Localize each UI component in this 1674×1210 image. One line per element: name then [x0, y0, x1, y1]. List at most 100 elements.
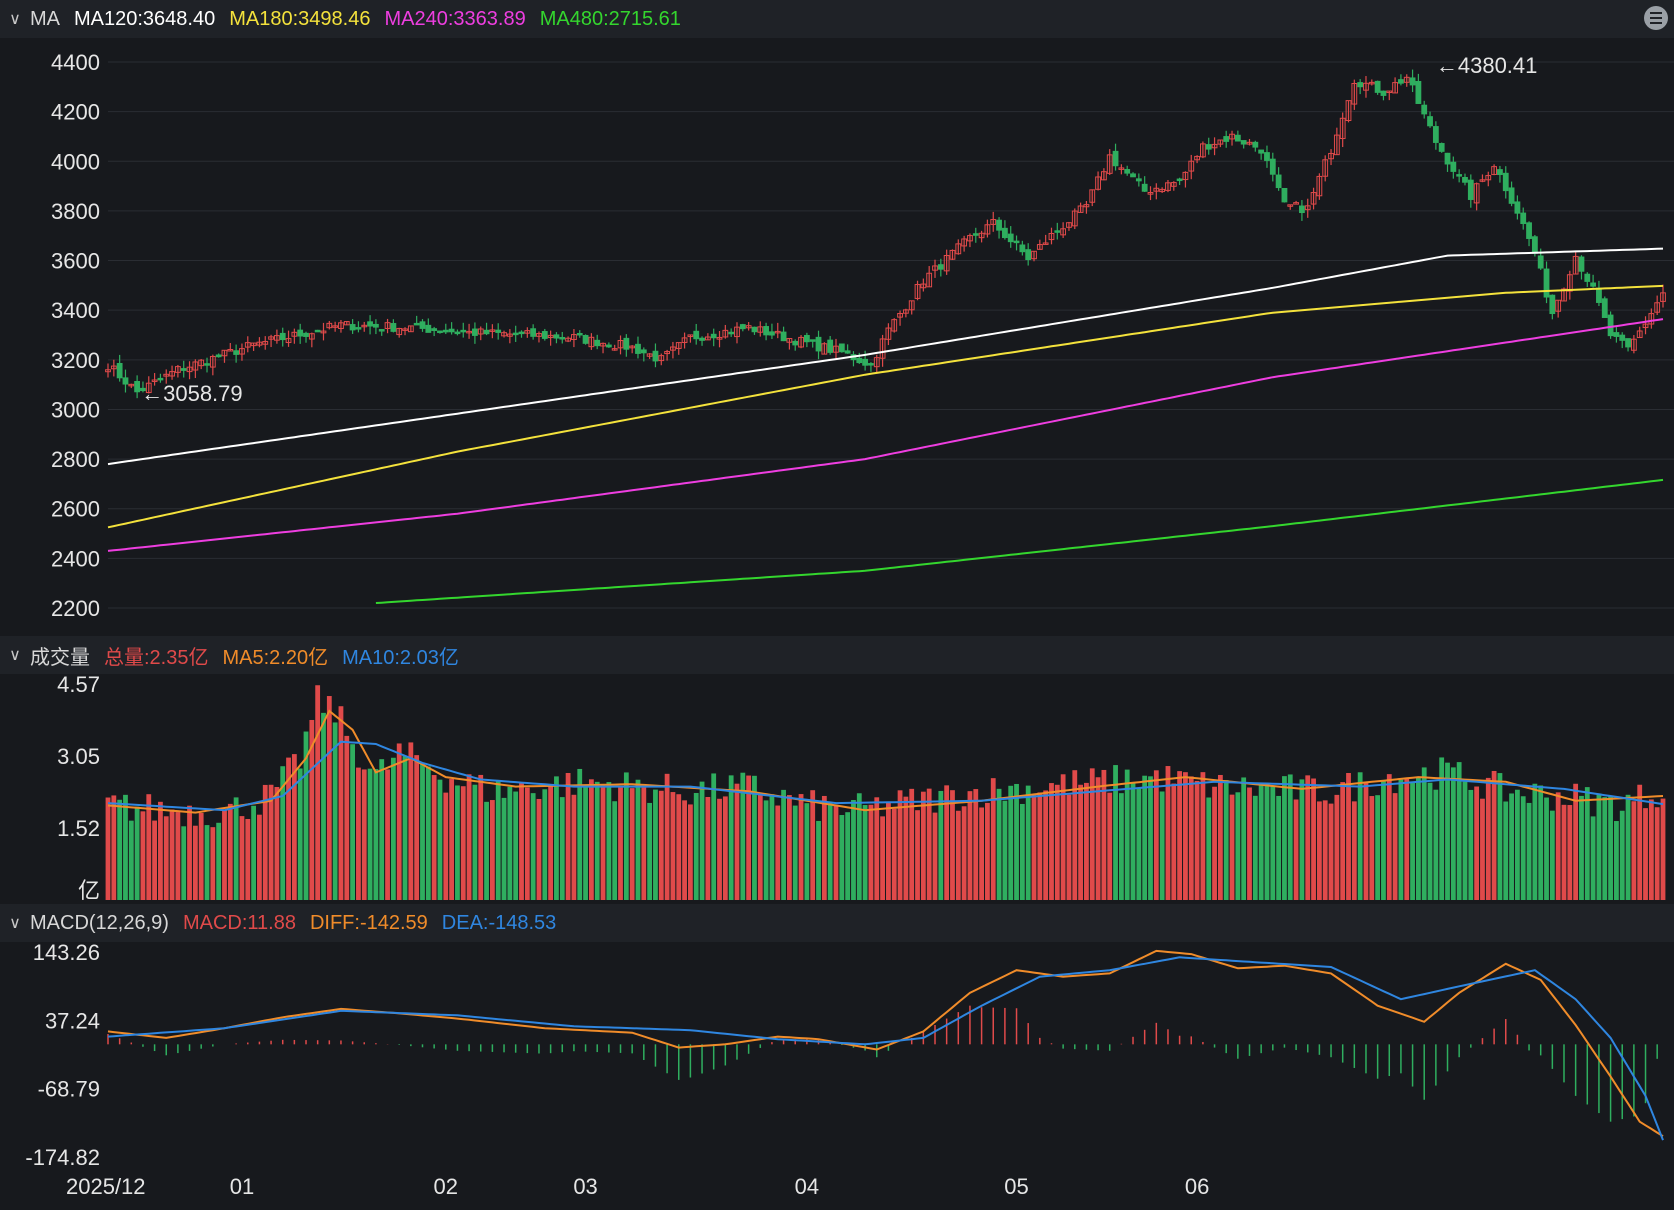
volume-bar: [851, 800, 856, 900]
candle-down: [116, 362, 123, 379]
candle-up: [571, 334, 577, 340]
macd-value-legend: MACD:11.88: [182, 911, 296, 934]
candle-up: [990, 219, 997, 225]
volume-bar: [839, 815, 845, 900]
volume-y-tick: 3.05: [57, 744, 100, 769]
candle-down: [1590, 282, 1597, 287]
macd-indicator-name[interactable]: MACD(12,26,9): [30, 911, 169, 934]
volume-bar: [1456, 762, 1462, 900]
volume-bar: [548, 785, 554, 900]
candle-up: [926, 272, 933, 288]
volume-bar: [897, 790, 903, 900]
volume-bar: [699, 781, 705, 900]
candle-up: [1031, 250, 1037, 260]
candle-down: [652, 350, 659, 362]
candle-down: [1264, 152, 1270, 161]
candle-up: [1118, 167, 1125, 170]
candle-up: [192, 361, 199, 371]
candle-up: [145, 382, 152, 394]
macd-y-tick: -68.79: [38, 1077, 100, 1102]
candle-up: [1636, 330, 1643, 339]
candle-up: [250, 342, 257, 347]
volume-bar: [297, 768, 303, 900]
volume-bar: [920, 791, 926, 900]
volume-bar: [222, 810, 227, 900]
volume-bar: [210, 827, 216, 900]
volume-bar: [1602, 797, 1608, 900]
candle-down: [739, 324, 746, 330]
volume-bar: [594, 781, 600, 900]
candle-up: [914, 284, 921, 299]
candle-down: [635, 343, 641, 354]
volume-bar: [1526, 802, 1532, 900]
candle-down: [314, 329, 321, 333]
volume-ma5-legend: MA5:2.20亿: [222, 646, 329, 669]
candle-up: [1153, 187, 1160, 192]
candle-up: [932, 265, 938, 271]
volume-bar: [274, 787, 280, 900]
volume-bar: [338, 706, 344, 900]
volume-bar: [1398, 779, 1404, 900]
volume-bar: [1410, 781, 1415, 900]
x-axis-label: 02: [434, 1174, 458, 1199]
volume-bar: [746, 775, 752, 900]
menu-icon[interactable]: [1644, 6, 1668, 30]
volume-bar: [402, 755, 408, 900]
candle-down: [413, 322, 420, 326]
candle-down: [1578, 256, 1585, 272]
volume-bar: [1509, 793, 1514, 900]
volume-bar: [682, 800, 687, 900]
volume-bar: [1544, 797, 1549, 900]
volume-bar: [618, 787, 623, 900]
candle-up: [1194, 155, 1200, 161]
candle-up: [984, 224, 991, 235]
volume-bar: [1316, 801, 1322, 900]
candle-down: [355, 327, 362, 330]
volume-bar: [175, 812, 181, 900]
volume-bar: [670, 792, 676, 900]
candle-up: [128, 383, 135, 387]
candle-up: [722, 329, 729, 338]
volume-bar: [722, 796, 728, 900]
volume-bar: [1194, 780, 1200, 900]
volume-bar: [449, 779, 455, 900]
volume-indicator-name[interactable]: 成交量: [30, 646, 90, 669]
candle-up: [704, 336, 711, 341]
volume-bar: [687, 804, 693, 900]
volume-bar: [1596, 793, 1602, 900]
volume-bar: [979, 807, 984, 900]
volume-bar: [326, 696, 332, 900]
candle-up: [1351, 82, 1358, 105]
volume-bar: [635, 779, 641, 900]
chevron-down-icon[interactable]: ∨: [9, 647, 21, 664]
volume-bar: [1375, 795, 1381, 900]
volume-bar: [1165, 766, 1171, 900]
volume-bar: [1491, 770, 1497, 900]
macd-pane: [0, 942, 1674, 1172]
candle-up: [1491, 166, 1498, 175]
volume-bar: [1654, 807, 1660, 900]
volume-bar: [187, 805, 192, 900]
volume-bar: [309, 719, 315, 900]
candle-down: [448, 328, 455, 333]
volume-bar: [1474, 786, 1480, 900]
volume-bar: [856, 793, 862, 900]
candle-down: [1258, 149, 1265, 154]
volume-bar: [257, 814, 262, 900]
volume-bar: [1485, 777, 1491, 900]
candle-down: [1613, 332, 1620, 337]
chevron-down-icon[interactable]: ∨: [9, 915, 21, 932]
candle-up: [1642, 323, 1649, 329]
candle-up: [961, 238, 968, 247]
ma-indicator-name[interactable]: MA: [30, 7, 60, 30]
candle-down: [1497, 169, 1503, 176]
x-axis-label: 04: [795, 1174, 819, 1199]
volume-bar: [1060, 774, 1066, 900]
volume-bar: [1357, 772, 1363, 900]
volume-bar: [1305, 775, 1311, 900]
volume-bar: [944, 785, 950, 900]
chevron-down-icon[interactable]: ∨: [9, 11, 21, 28]
candle-down: [279, 332, 286, 341]
volume-bar: [629, 788, 635, 900]
